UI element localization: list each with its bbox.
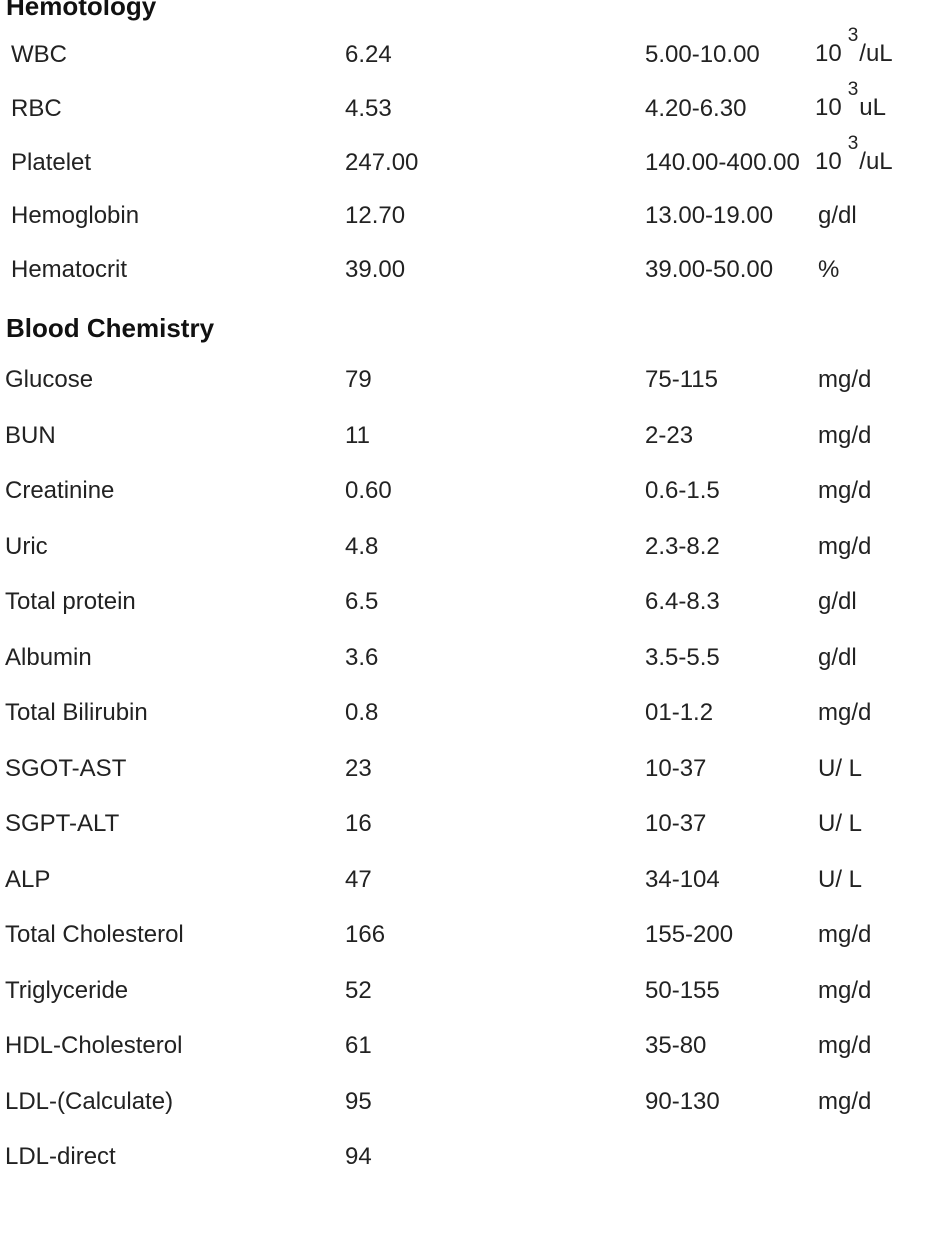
unit: % bbox=[818, 256, 840, 283]
unit-exponent: 3 bbox=[847, 78, 859, 100]
test-name: SGOT-AST bbox=[5, 754, 127, 782]
unit: U/ L bbox=[818, 810, 863, 837]
test-name: RBC bbox=[11, 94, 62, 122]
reference-range: 90-130 bbox=[645, 1087, 720, 1115]
reference-range: 13.00-19.00 bbox=[645, 202, 774, 230]
unit-base: 10 bbox=[815, 93, 842, 121]
result: 247.00 bbox=[345, 148, 419, 176]
test-name: LDL-(Calculate) bbox=[5, 1087, 174, 1115]
reference-range: 10-37 bbox=[645, 754, 707, 782]
reference-range: 140.00-400.00 bbox=[645, 148, 800, 176]
result: 6.24 bbox=[345, 41, 392, 68]
unit-rest: /uL bbox=[859, 147, 893, 175]
reference-range: 75-115 bbox=[645, 366, 718, 393]
unit: 103/uL bbox=[815, 133, 893, 179]
reference-range: 50-155 bbox=[645, 976, 720, 1004]
result: 11 bbox=[345, 421, 370, 449]
reference-range: 2-23 bbox=[645, 421, 694, 449]
section-title: Hemotology bbox=[6, 0, 157, 21]
unit: mg/d bbox=[818, 532, 872, 560]
result: 6.5 bbox=[345, 588, 379, 615]
reference-range: 34-104 bbox=[645, 865, 720, 893]
unit: mg/d bbox=[818, 921, 872, 948]
unit: g/dl bbox=[818, 588, 857, 615]
result: 39.00 bbox=[345, 256, 406, 283]
unit: U/ L bbox=[818, 865, 863, 893]
result: 166 bbox=[345, 921, 386, 948]
test-name: Triglyceride bbox=[5, 976, 129, 1004]
reference-range: 01-1.2 bbox=[645, 699, 714, 726]
result: 23 bbox=[345, 754, 372, 782]
unit-exponent: 3 bbox=[847, 132, 859, 154]
test-name: Platelet bbox=[11, 148, 92, 176]
test-name: Hemoglobin bbox=[11, 202, 140, 230]
unit: mg/d bbox=[818, 1032, 872, 1059]
result: 0.8 bbox=[345, 699, 379, 726]
unit: g/dl bbox=[818, 202, 857, 230]
unit: mg/d bbox=[818, 699, 872, 726]
result: 12.70 bbox=[345, 202, 406, 230]
unit: mg/d bbox=[818, 1087, 872, 1115]
result: 79 bbox=[345, 366, 372, 393]
test-name: Hematocrit bbox=[11, 256, 128, 283]
test-name: Albumin bbox=[5, 643, 92, 671]
result: 4.8 bbox=[345, 532, 379, 560]
result: 16 bbox=[345, 810, 372, 837]
reference-range: 0.6-1.5 bbox=[645, 477, 720, 504]
unit: 103/uL bbox=[815, 25, 893, 71]
reference-range: 2.3-8.2 bbox=[645, 532, 720, 560]
section-title: Blood Chemistry bbox=[6, 313, 215, 343]
unit-rest: /uL bbox=[859, 40, 893, 67]
result: 4.53 bbox=[345, 94, 392, 122]
unit: g/dl bbox=[818, 643, 857, 671]
unit: mg/d bbox=[818, 421, 872, 449]
test-name: WBC bbox=[11, 41, 67, 68]
result: 3.6 bbox=[345, 643, 379, 671]
result: 52 bbox=[345, 976, 372, 1004]
test-name: SGPT-ALT bbox=[5, 810, 120, 837]
result: 47 bbox=[345, 865, 372, 893]
reference-range: 35-80 bbox=[645, 1032, 707, 1059]
test-name: Glucose bbox=[5, 366, 94, 393]
unit-base: 10 bbox=[815, 147, 842, 175]
test-name: Total Cholesterol bbox=[5, 921, 184, 948]
unit: 103uL bbox=[815, 79, 886, 125]
test-name: Creatinine bbox=[5, 477, 115, 504]
unit: mg/d bbox=[818, 976, 872, 1004]
result: 94 bbox=[345, 1143, 372, 1170]
reference-range: 6.4-8.3 bbox=[645, 588, 720, 615]
test-name: BUN bbox=[5, 421, 56, 449]
result: 95 bbox=[345, 1087, 372, 1115]
unit: mg/d bbox=[818, 366, 872, 393]
reference-range: 155-200 bbox=[645, 921, 734, 948]
reference-range: 39.00-50.00 bbox=[645, 256, 774, 283]
reference-range: 4.20-6.30 bbox=[645, 94, 747, 122]
result: 61 bbox=[345, 1032, 372, 1059]
test-name: HDL-Cholesterol bbox=[5, 1032, 183, 1059]
test-name: Total protein bbox=[5, 588, 136, 615]
unit: mg/d bbox=[818, 477, 872, 504]
test-name: ALP bbox=[5, 865, 51, 893]
test-name: Uric bbox=[5, 532, 48, 560]
reference-range: 10-37 bbox=[645, 810, 707, 837]
test-name: LDL-direct bbox=[5, 1143, 116, 1170]
unit-exponent: 3 bbox=[847, 25, 859, 46]
test-name: Total Bilirubin bbox=[5, 699, 148, 726]
result: 0.60 bbox=[345, 477, 392, 504]
unit-base: 10 bbox=[815, 40, 842, 67]
reference-range: 3.5-5.5 bbox=[645, 643, 720, 671]
reference-range: 5.00-10.00 bbox=[645, 41, 760, 68]
unit: U/ L bbox=[818, 754, 863, 782]
unit-rest: uL bbox=[859, 93, 886, 121]
